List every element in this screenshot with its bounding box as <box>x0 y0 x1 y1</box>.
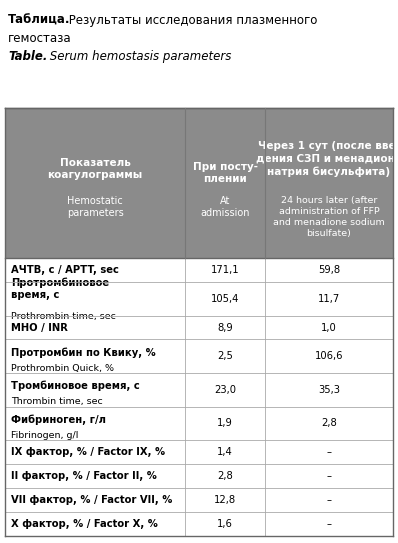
Bar <box>5 373 393 407</box>
Text: Prothrombin Quick, %: Prothrombin Quick, % <box>11 364 114 372</box>
Text: 24 hours later (after
administration of FFP
and menadione sodium
bisulfate): 24 hours later (after administration of … <box>273 196 385 238</box>
Text: Table.: Table. <box>8 50 47 63</box>
Text: Serum hemostasis parameters: Serum hemostasis parameters <box>46 50 231 63</box>
Text: II фактор, % / Factor II, %: II фактор, % / Factor II, % <box>11 471 157 481</box>
Text: 105,4: 105,4 <box>211 294 239 304</box>
Text: 2,8: 2,8 <box>321 418 337 428</box>
Text: Протромбин по Квику, %: Протромбин по Квику, % <box>11 347 156 357</box>
Text: –: – <box>326 519 332 529</box>
Text: 2,8: 2,8 <box>217 471 233 481</box>
Text: Таблица.: Таблица. <box>8 14 70 27</box>
Text: –: – <box>326 447 332 457</box>
Text: 1,0: 1,0 <box>321 323 337 332</box>
Bar <box>5 440 393 464</box>
Text: Hemostatic
parameters: Hemostatic parameters <box>67 196 124 218</box>
Text: 11,7: 11,7 <box>318 294 340 304</box>
Bar <box>5 488 393 512</box>
Bar <box>5 512 393 536</box>
Text: Фибриноген, г/л: Фибриноген, г/л <box>11 414 106 425</box>
Text: 171,1: 171,1 <box>211 265 240 275</box>
Text: –: – <box>326 471 332 481</box>
Bar <box>5 108 393 258</box>
Text: 1,6: 1,6 <box>217 519 233 529</box>
Bar <box>5 464 393 488</box>
Text: Показатель
коагулограммы: Показатель коагулограммы <box>48 158 143 180</box>
Text: 1,4: 1,4 <box>217 447 233 457</box>
Text: 106,6: 106,6 <box>315 351 343 361</box>
Text: Результаты исследования плазменного: Результаты исследования плазменного <box>65 14 317 27</box>
Text: 8,9: 8,9 <box>217 323 233 332</box>
Bar <box>5 339 393 373</box>
Text: X фактор, % / Factor X, %: X фактор, % / Factor X, % <box>11 519 158 529</box>
Text: Fibrinogen, g/l: Fibrinogen, g/l <box>11 431 78 440</box>
Text: гемостаза: гемостаза <box>8 32 72 45</box>
Text: МНО / INR: МНО / INR <box>11 323 68 332</box>
Text: При посту-
плении: При посту- плении <box>193 162 258 184</box>
Text: 2,5: 2,5 <box>217 351 233 361</box>
Bar <box>5 315 393 339</box>
Bar <box>5 407 393 440</box>
Text: Prothrombin time, sec: Prothrombin time, sec <box>11 312 116 321</box>
Text: IX фактор, % / Factor IX, %: IX фактор, % / Factor IX, % <box>11 447 165 457</box>
Text: At
admission: At admission <box>201 196 250 218</box>
Text: АЧТВ, с / APTT, sec: АЧТВ, с / APTT, sec <box>11 265 119 275</box>
Text: 12,8: 12,8 <box>214 495 236 505</box>
Text: –: – <box>326 495 332 505</box>
Bar <box>5 282 393 315</box>
Text: Thrombin time, sec: Thrombin time, sec <box>11 397 103 406</box>
Text: Тромбиновое время, с: Тромбиновое время, с <box>11 381 140 391</box>
Text: VII фактор, % / Factor VII, %: VII фактор, % / Factor VII, % <box>11 495 172 505</box>
Text: Протромбиновое
время, с: Протромбиновое время, с <box>11 277 109 300</box>
Text: 35,3: 35,3 <box>318 385 340 395</box>
Bar <box>5 258 393 282</box>
Text: 23,0: 23,0 <box>214 385 236 395</box>
Text: 59,8: 59,8 <box>318 265 340 275</box>
Text: 1,9: 1,9 <box>217 418 233 428</box>
Text: Через 1 сут (после вве-
дения СЗП и менадиона
натрия бисульфита): Через 1 сут (после вве- дения СЗП и мена… <box>256 141 398 176</box>
